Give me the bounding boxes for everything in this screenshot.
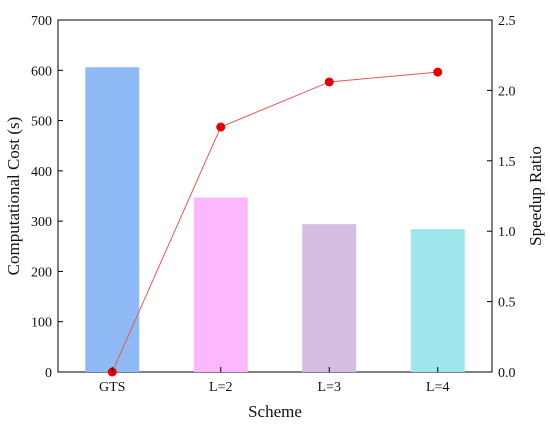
- y-left-tick-label: 0: [45, 366, 52, 381]
- bar-l-2: [193, 197, 248, 372]
- x-tick-label: L=3: [318, 380, 341, 395]
- speedup-point-l-4: [433, 67, 443, 77]
- x-tick-label: GTS: [99, 380, 125, 395]
- y-left-tick-label: 600: [31, 64, 52, 79]
- x-axis-title: Scheme: [248, 402, 302, 421]
- y-right-tick-label: 2.5: [498, 14, 516, 29]
- y-left-tick-label: 700: [31, 14, 52, 29]
- y-left-tick-label: 300: [31, 215, 52, 230]
- speedup-point-l-3: [324, 77, 334, 87]
- speedup-point-l-2: [216, 122, 226, 132]
- bar-l-4: [410, 229, 465, 372]
- y-right-tick-label: 1.0: [498, 225, 516, 240]
- y-left-tick-label: 400: [31, 165, 52, 180]
- speedup-line: [111, 71, 438, 373]
- y-left-tick-label: 100: [31, 316, 52, 331]
- y-right-tick-label: 2.0: [498, 84, 516, 99]
- x-tick-label: L=4: [426, 380, 449, 395]
- y-right-axis-title: Speedup Ratio: [526, 146, 545, 246]
- axes-layer: 0 100 200 300 400 500 600 700 0.0 0.5 1.0 1.5 2.0 2.5…: [31, 14, 516, 395]
- y-right-tick-label: 0.5: [498, 296, 516, 311]
- bar-gts: [85, 67, 140, 373]
- speedup-line-layer: [107, 67, 443, 377]
- bars-layer: [85, 67, 465, 373]
- bar-l-3: [302, 224, 357, 372]
- y-right-tick-label: 1.5: [498, 155, 516, 170]
- y-right-tick-label: 0.0: [498, 366, 516, 381]
- y-left-tick-label: 500: [31, 115, 52, 130]
- x-tick-label: L=2: [209, 380, 232, 395]
- y-left-tick-label: 200: [31, 265, 52, 280]
- y-left-axis-title: Computational Cost (s): [4, 117, 23, 276]
- plot-area: [57, 19, 493, 373]
